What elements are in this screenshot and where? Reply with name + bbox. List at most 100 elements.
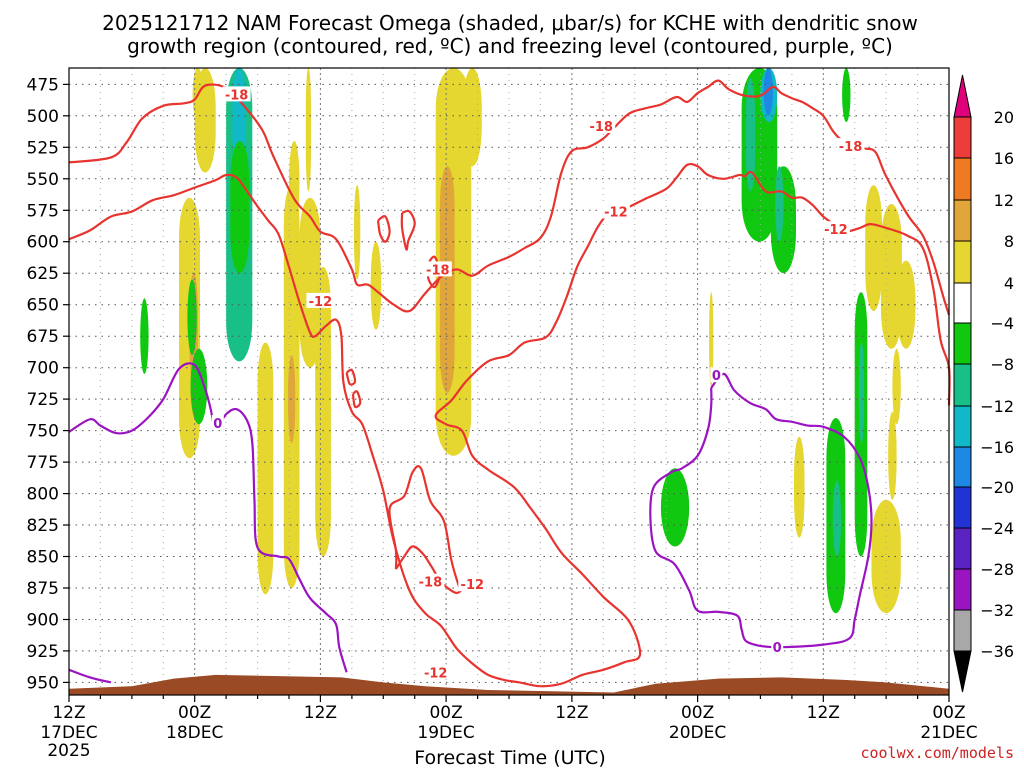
omega-region (794, 436, 805, 538)
omega-region (354, 185, 361, 280)
colorbar-label: 12 (994, 191, 1014, 210)
contour-label: -18 (839, 140, 863, 155)
colorbar-segment (953, 116, 972, 159)
colorbar-label: 20 (994, 108, 1014, 127)
y-tick-label: 675 (27, 327, 59, 347)
contour-minus18-blob-b (400, 209, 416, 251)
omega-region (288, 355, 296, 444)
x-tick-label: 21DEC (920, 723, 977, 743)
y-tick-label: 775 (27, 453, 59, 473)
omega-region (888, 411, 897, 500)
colorbar-segment (953, 650, 972, 693)
y-tick-label: 500 (27, 107, 59, 127)
omega-region (709, 292, 714, 387)
omega-region (140, 298, 149, 374)
omega-region (370, 241, 382, 330)
contour-label: -12 (424, 666, 448, 681)
omega-region (842, 68, 851, 123)
colorbar-segment (953, 322, 972, 365)
omega-region (763, 68, 773, 116)
y-tick-label: 625 (27, 264, 59, 284)
x-tick-label: 20DEC (669, 723, 726, 743)
x-tick-label: 12Z (807, 703, 840, 723)
contour-minus18-blob-d (345, 368, 357, 386)
colorbar-label: −32 (980, 601, 1014, 620)
colorbar-segment (953, 405, 972, 448)
colorbar-segment (953, 446, 972, 488)
colorbar-label: −16 (980, 438, 1014, 457)
omega-region (892, 348, 901, 425)
x-tick-label: 00Z (178, 703, 211, 723)
contour-label-bg (771, 639, 784, 655)
y-tick-label: 600 (27, 233, 59, 253)
colorbar-label: 4 (1004, 274, 1014, 293)
x-tick-label: 12Z (304, 703, 337, 723)
colorbar-segment (953, 199, 972, 242)
contour-minus18-blob-a (376, 215, 391, 243)
y-tick-label: 650 (27, 296, 59, 316)
omega-region (660, 468, 690, 547)
omega-region (832, 481, 842, 557)
y-tick-label: 550 (27, 170, 59, 190)
x-tick-label: 17DEC (40, 723, 97, 743)
contour-label-bg (601, 203, 630, 219)
contour-freezing-level-right (649, 372, 873, 649)
contour-freezing-level-left (68, 362, 348, 673)
colorbar-segment (953, 363, 972, 407)
colorbar-segment (953, 74, 972, 118)
contour-label: -18 (589, 120, 613, 135)
y-tick-label: 950 (27, 673, 59, 693)
contour-label: 0 (712, 369, 721, 384)
y-tick-label: 925 (27, 642, 59, 662)
colorbar-segment (953, 527, 972, 570)
contour-label-bg (306, 292, 335, 308)
colorbar-segment (953, 486, 972, 529)
y-tick-label: 750 (27, 422, 59, 442)
contour-label: -18 (426, 263, 450, 278)
contour-label-bg (836, 138, 865, 154)
contour-label-bg (421, 664, 450, 680)
colorbar-segment (953, 568, 972, 611)
contour-label-bg (587, 117, 616, 133)
omega-region (896, 260, 916, 349)
omega-region (230, 141, 250, 274)
credit-text: coolwx.com/models (860, 744, 1014, 762)
x-tick-label: 19DEC (417, 723, 474, 743)
chart-title-line2: growth region (contoured, red, ºC) and f… (127, 34, 893, 58)
y-tick-label: 850 (27, 548, 59, 568)
y-tick-label: 900 (27, 611, 59, 631)
x-tick-label: 12Z (52, 703, 85, 723)
contour-label: -12 (824, 223, 848, 238)
omega-region (871, 499, 901, 614)
y-tick-label: 800 (27, 485, 59, 505)
colorbar-label: 8 (1004, 232, 1014, 251)
contour-minus18-upper (68, 79, 951, 316)
contour-minus12-upper (68, 162, 951, 688)
y-tick-label: 575 (27, 201, 59, 221)
contour-label: -18 (225, 88, 249, 103)
contour-label: -18 (419, 576, 443, 591)
contour-label-bg (710, 367, 723, 383)
colorbar-label: −28 (980, 560, 1014, 579)
colorbar-segment (953, 240, 972, 284)
omega-region (873, 191, 881, 236)
omega-region (305, 68, 311, 192)
x-tick-label: 12Z (555, 703, 588, 723)
contour-label: -12 (604, 206, 628, 221)
y-tick-label: 725 (27, 390, 59, 410)
omega-region (858, 342, 865, 444)
contour-minus18-blob-c (426, 255, 441, 289)
colorbar-label: −36 (980, 642, 1014, 661)
contour-freezing-level-base (68, 668, 112, 684)
contour-label-bg (222, 86, 251, 102)
colorbar-label: −4 (990, 314, 1014, 333)
x-axis-label: Forecast Time (UTC) (414, 747, 605, 768)
contour-minus18-blob-e (351, 390, 362, 409)
omega-region (462, 68, 482, 167)
y-tick-label: 700 (27, 359, 59, 379)
x-tick-label: 18DEC (166, 723, 223, 743)
omega-region (263, 443, 274, 570)
colorbar-label: −20 (980, 478, 1014, 497)
colorbar-segment (953, 609, 972, 652)
